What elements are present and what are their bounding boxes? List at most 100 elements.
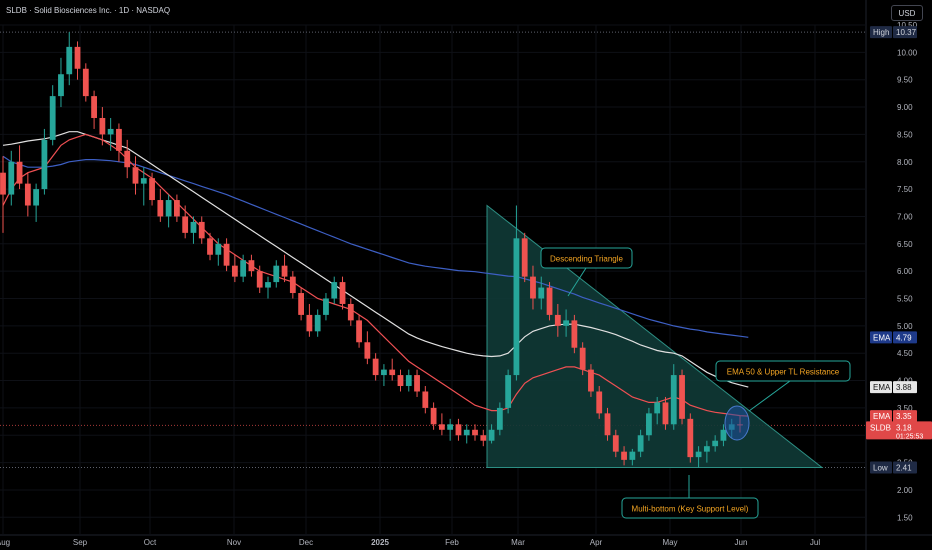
symbol-title: SLDB · Solid Biosciences Inc. · 1D · NAS… <box>6 6 171 15</box>
price-tick-label: 10.50 <box>897 21 918 30</box>
candle-body <box>323 298 329 315</box>
time-axis[interactable]: Aug Sep Oct Nov Dec 2025 Feb Mar Apr May Jun Jul <box>0 538 820 547</box>
ema-50-price-label-tag-bg <box>870 410 892 423</box>
ema-100-price-label-tag-label: EMA <box>873 383 891 392</box>
time-tick-label: Feb <box>445 538 459 547</box>
currency-selector[interactable]: USD <box>891 5 923 21</box>
candle-body <box>596 391 603 414</box>
candle-body <box>422 391 429 408</box>
candle-body <box>273 265 280 283</box>
descending-triangle-layer <box>486 204 824 469</box>
candle-body <box>8 161 15 195</box>
ema-50-price-label-value: 3.35 <box>896 412 912 421</box>
candle-body <box>281 265 288 277</box>
candle-body <box>505 375 512 408</box>
price-tick-label: 2.00 <box>897 486 913 495</box>
candle-body <box>720 429 727 441</box>
candle-body <box>356 320 362 343</box>
last-price-ticker: SLDB <box>870 423 891 432</box>
candle-body <box>24 183 31 206</box>
candle-body <box>604 413 611 436</box>
price-axis[interactable]: 10.50 10.00 9.50 9.00 8.50 8.00 7.50 7.00 6.50 6.… <box>897 21 918 522</box>
candle-body <box>455 424 462 436</box>
candle-body <box>637 435 644 452</box>
candle-body <box>157 200 164 217</box>
high-price-label-tag-bg <box>870 26 892 39</box>
candle-body <box>298 293 305 315</box>
ema-50-price-label-tag-label: EMA <box>873 412 891 421</box>
candle-body <box>430 407 437 425</box>
ema-100-price-label-value-bg <box>893 381 917 394</box>
high-price-label-tag-label: High <box>873 28 889 37</box>
candle-body <box>223 243 230 266</box>
candle-body <box>347 303 354 321</box>
candle-body <box>372 358 379 376</box>
candle-body <box>679 375 685 419</box>
last-price-value: 3.18 <box>896 423 912 432</box>
ema-100-price-label: EMA 3.88 <box>870 381 917 394</box>
candle-body <box>389 369 396 376</box>
last-price-bg <box>866 421 932 440</box>
candle-body <box>124 150 131 168</box>
candle-body <box>240 260 247 277</box>
candle-body <box>472 429 478 436</box>
high-price-label-value: 10.37 <box>896 28 917 37</box>
price-tick-label: 5.00 <box>897 322 913 331</box>
candle-body <box>480 435 487 441</box>
candle-body <box>339 282 346 304</box>
time-tick-label: May <box>662 538 677 547</box>
candle-body <box>496 407 503 430</box>
callout-box <box>715 360 851 382</box>
price-tick-label: 8.00 <box>897 158 913 167</box>
candle-body <box>563 320 569 326</box>
callouts-layer: Descending Triangle EMA 50 & Upper TL Res… <box>540 247 851 519</box>
candles-layer <box>0 32 743 468</box>
price-tick-label: 6.50 <box>897 240 913 249</box>
ema-200-price-label: EMA 4.79 <box>870 331 917 344</box>
candle-body <box>107 128 114 135</box>
candle-body <box>33 189 40 206</box>
bar-countdown: 01:25:53 <box>896 433 923 440</box>
candle-body <box>654 402 661 414</box>
candle-body <box>703 446 710 452</box>
candle-body <box>41 139 48 190</box>
candle-body <box>132 167 139 184</box>
time-tick-label: Jul <box>810 538 820 547</box>
low-price-label: Low 2.41 <box>870 461 917 474</box>
candle-body <box>646 413 652 436</box>
callout-leader <box>748 380 791 412</box>
candle-body <box>66 46 73 75</box>
ema-200-line <box>2 155 749 338</box>
ema-100-price-label-value: 3.88 <box>896 383 912 392</box>
candle-body <box>629 451 636 460</box>
candle-body <box>463 429 470 436</box>
candle-body <box>438 424 445 430</box>
candle-body <box>554 314 561 326</box>
candle-body <box>248 260 255 272</box>
candle-body <box>364 342 371 359</box>
price-tick-label: 5.50 <box>897 295 913 304</box>
ema-50-price-label: EMA 3.35 <box>870 410 917 423</box>
candle-body <box>265 282 271 288</box>
price-tick-label: 4.00 <box>897 377 913 386</box>
candle-body <box>530 276 536 299</box>
candle-body <box>99 117 106 135</box>
candle-body <box>74 46 81 69</box>
candle-body <box>182 216 189 233</box>
candle-body <box>91 96 97 118</box>
candle-body <box>579 347 586 370</box>
candle-body <box>165 200 172 217</box>
ema-200-price-label-tag-bg <box>870 331 892 344</box>
low-price-label-value: 2.41 <box>896 464 912 473</box>
time-tick-label: Sep <box>73 538 88 547</box>
price-tick-label: 9.50 <box>897 76 913 85</box>
price-tick-label: 6.00 <box>897 267 913 276</box>
low-price-label-value-bg <box>893 461 917 474</box>
price-tick-label: 10.00 <box>897 48 918 57</box>
candle-body <box>712 440 719 447</box>
candle-body <box>149 178 155 201</box>
price-tick-label: 4.50 <box>897 349 913 358</box>
candle-body <box>231 265 238 277</box>
